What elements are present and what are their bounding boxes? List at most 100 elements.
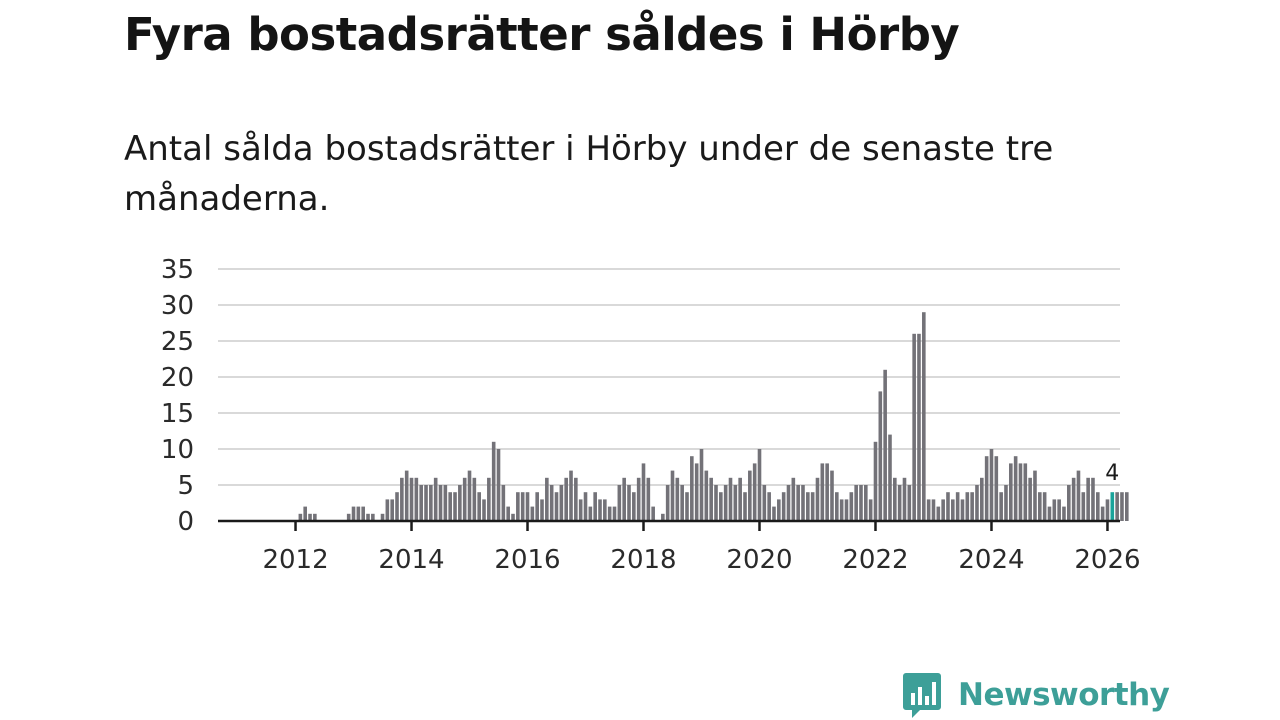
bar (443, 485, 448, 521)
bar (646, 477, 651, 521)
y-tick-label: 0 (177, 507, 194, 537)
bar (414, 477, 419, 521)
bar (641, 463, 646, 521)
bar (540, 499, 544, 521)
bar (424, 485, 428, 521)
bar (1096, 492, 1100, 521)
bar (390, 499, 394, 521)
bar (719, 492, 723, 521)
bar (458, 485, 462, 521)
bar (448, 492, 452, 521)
bar (984, 456, 989, 521)
bar (1052, 499, 1057, 521)
bar (820, 463, 825, 521)
bar (593, 492, 597, 521)
x-tick-label: 2026 (1074, 545, 1140, 575)
bar (308, 513, 312, 521)
bar (453, 492, 457, 521)
bar (762, 485, 767, 521)
bar (873, 441, 878, 521)
bar (303, 506, 307, 521)
bar (825, 463, 829, 521)
bar (351, 506, 356, 521)
bar (897, 485, 902, 521)
bar (298, 513, 303, 521)
bar (612, 506, 617, 521)
bar (632, 492, 636, 521)
y-tick-label: 5 (177, 471, 194, 501)
bar (849, 492, 854, 521)
bar (714, 485, 718, 521)
bar (433, 477, 438, 521)
y-tick-label: 20 (161, 363, 194, 393)
bar (690, 456, 694, 521)
bar (1086, 477, 1090, 521)
bar (931, 499, 936, 521)
bar (462, 477, 467, 521)
bar (395, 492, 399, 521)
x-tick-label: 2014 (378, 545, 444, 575)
bar (806, 492, 810, 521)
bar (922, 312, 926, 521)
bar (999, 492, 1003, 521)
chart-title: Fyra bostadsrätter såldes i Hörby (124, 8, 960, 61)
bar (477, 492, 481, 521)
data-label-latest: 4 (1105, 461, 1119, 486)
bar (733, 485, 738, 521)
bar (955, 492, 960, 521)
gridlines (218, 268, 1120, 486)
bar (569, 470, 573, 521)
bar (1125, 492, 1129, 521)
bar (810, 492, 815, 521)
bar (694, 463, 699, 521)
x-tick-label: 2018 (610, 545, 676, 575)
bar (598, 499, 602, 521)
bar (1004, 485, 1008, 521)
bar (902, 477, 907, 521)
bar (1091, 477, 1095, 521)
bar (868, 499, 873, 521)
bar (313, 513, 317, 521)
bar (975, 485, 979, 521)
bar (883, 369, 887, 521)
bar (530, 506, 535, 521)
bar (627, 485, 631, 521)
y-tick-label: 25 (161, 327, 194, 357)
x-tick-label: 2016 (494, 545, 560, 575)
bar (549, 485, 554, 521)
bar (844, 499, 849, 521)
bar (941, 499, 945, 521)
bar (665, 485, 670, 521)
bar (699, 449, 704, 521)
bar (438, 485, 443, 521)
y-tick-label: 15 (161, 399, 194, 429)
bar (366, 513, 370, 521)
bar (1115, 492, 1119, 521)
bar (781, 492, 786, 521)
bar (680, 485, 684, 521)
y-tick-label: 10 (161, 435, 194, 465)
bar (1062, 506, 1066, 521)
bar (607, 506, 612, 521)
bar (888, 434, 892, 521)
y-tick-label: 30 (161, 291, 194, 321)
x-tick-label: 2024 (958, 545, 1024, 575)
bar (738, 477, 742, 521)
bar (752, 463, 757, 521)
bar (651, 506, 655, 521)
brand-logo: Newsworthy (902, 670, 1170, 720)
bar (960, 499, 965, 521)
bar (491, 441, 496, 521)
bar (1100, 506, 1105, 521)
bar (564, 477, 568, 521)
bar (1013, 456, 1018, 521)
bar (1105, 499, 1110, 521)
bar (709, 477, 713, 521)
bar (603, 499, 607, 521)
bar (617, 485, 622, 521)
bar-latest (1110, 492, 1115, 521)
bar (835, 492, 839, 521)
bar (588, 506, 593, 521)
bar (926, 499, 931, 521)
bar (878, 391, 883, 521)
